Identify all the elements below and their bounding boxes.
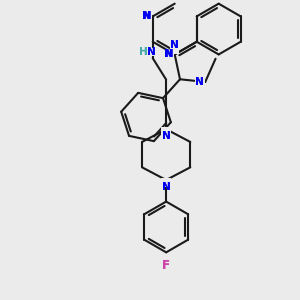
FancyBboxPatch shape [170,46,179,54]
Text: N: N [170,40,179,50]
Text: N: N [170,40,179,50]
Text: H: H [139,47,148,57]
FancyBboxPatch shape [161,178,171,187]
Text: N: N [147,47,156,57]
FancyBboxPatch shape [142,12,152,21]
Text: N: N [164,50,173,59]
Text: N: N [147,47,156,57]
Text: N: N [162,182,170,191]
Text: F: F [162,259,170,272]
Text: N: N [195,77,204,87]
Text: N: N [162,131,170,141]
Text: N: N [195,77,204,87]
Text: F: F [162,259,170,272]
Text: N: N [143,11,152,21]
Text: N: N [142,11,151,21]
FancyBboxPatch shape [161,128,171,136]
Text: N: N [162,131,170,141]
Text: H: H [139,47,148,57]
Text: N: N [165,50,174,59]
Text: N: N [162,182,170,191]
FancyBboxPatch shape [195,78,205,86]
FancyBboxPatch shape [162,256,171,263]
FancyBboxPatch shape [165,50,174,59]
FancyBboxPatch shape [138,48,157,56]
